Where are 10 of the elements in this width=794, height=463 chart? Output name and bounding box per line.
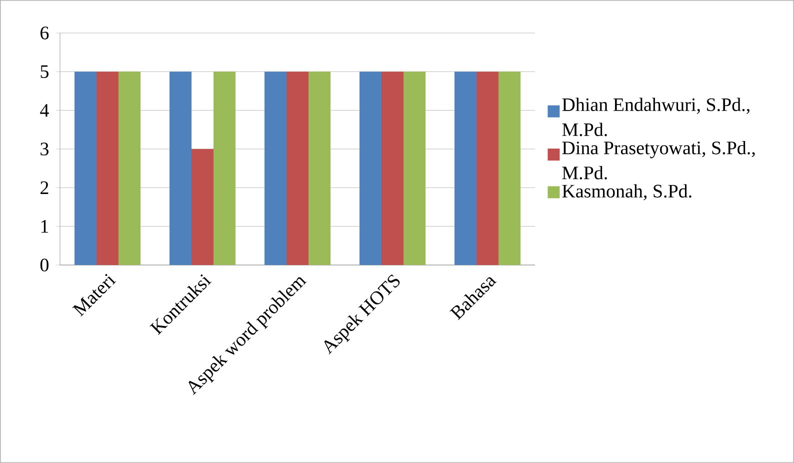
- legend-label: Kasmonah, S.Pd.: [562, 184, 692, 200]
- y-tick-label: 3: [40, 142, 48, 156]
- y-tick-label: 2: [40, 181, 48, 194]
- y-tick-label: 5: [40, 65, 48, 78]
- y-tick-label: 6: [40, 26, 49, 40]
- legend-label: Dhian Endahwuri, S.Pd., M.Pd.: [562, 98, 750, 136]
- legend-label: Dina Prasetyowati, S.Pd., M.Pd.: [562, 140, 755, 180]
- y-tick-label: 0: [40, 258, 48, 272]
- y-tick-label: 1: [41, 220, 48, 233]
- y-tick-label: 4: [40, 104, 49, 117]
